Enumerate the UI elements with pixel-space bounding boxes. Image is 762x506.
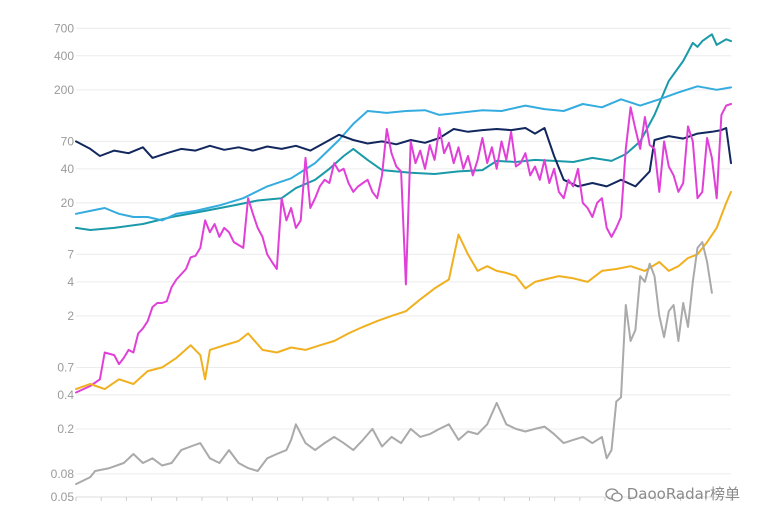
series-line-3 xyxy=(75,127,732,188)
wechat-icon xyxy=(605,487,623,502)
y-tick-label: 200 xyxy=(54,83,74,97)
y-tick-label: 7 xyxy=(67,247,74,261)
grid-lines xyxy=(76,27,731,498)
series-line-4 xyxy=(75,103,732,394)
y-tick-label: 0.4 xyxy=(57,388,74,402)
series-line-2 xyxy=(75,85,732,222)
y-tick-label: 400 xyxy=(54,49,74,63)
watermark: DaooRadar榜单 xyxy=(605,483,740,504)
y-tick-label: 20 xyxy=(61,196,75,210)
y-tick-label: 0.05 xyxy=(51,490,75,504)
series-lines xyxy=(75,33,732,486)
y-tick-label: 700 xyxy=(54,21,74,35)
y-tick-label: 40 xyxy=(61,162,75,176)
series-line-6 xyxy=(75,241,713,486)
y-tick-label: 0.08 xyxy=(51,467,75,481)
y-axis-tick-labels: 700 400 200 70 40 20 7 4 2 0.7 0.4 0.2 0.08 0.05 xyxy=(51,21,75,504)
y-tick-label: 0.7 xyxy=(57,360,74,374)
y-tick-label: 70 xyxy=(61,134,75,148)
y-tick-label: 0.2 xyxy=(57,422,74,436)
watermark-text: DaooRadar榜单 xyxy=(626,485,740,503)
y-tick-label: 2 xyxy=(67,309,74,323)
series-line-5 xyxy=(75,190,732,391)
y-tick-label: 4 xyxy=(67,275,74,289)
series-line-1 xyxy=(75,33,732,231)
